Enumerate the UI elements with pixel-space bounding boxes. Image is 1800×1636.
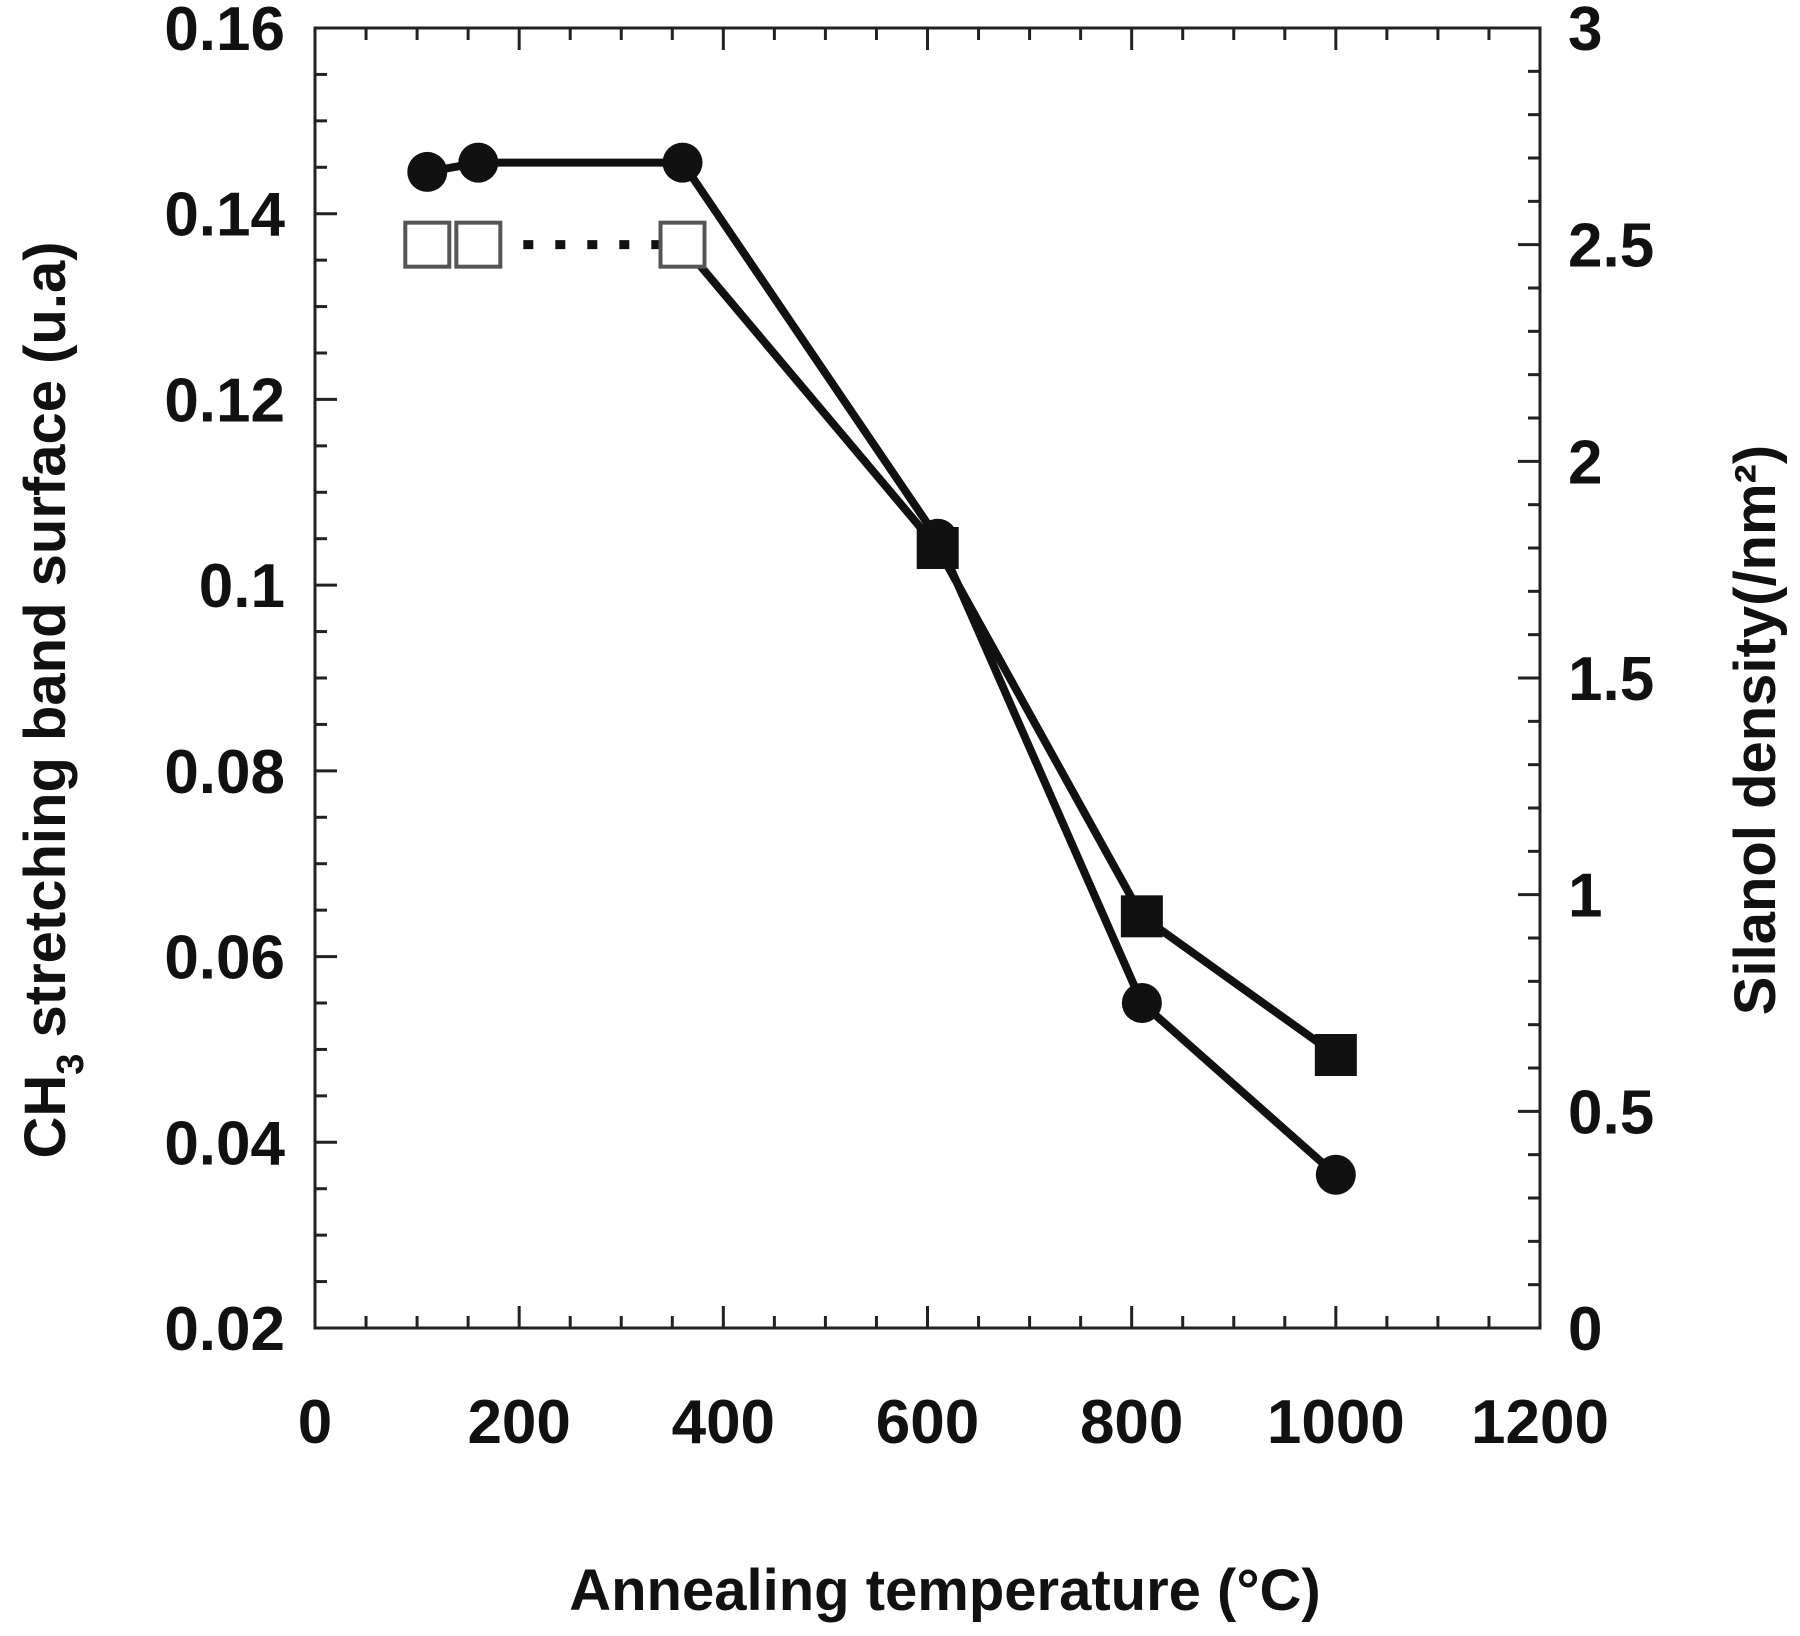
ticks-group — [313, 26, 1542, 1330]
y-axis-title-subscript: 3 — [50, 1054, 92, 1075]
series-1-point — [1121, 983, 1162, 1023]
x-tick-label: 0 — [298, 1388, 332, 1457]
y-axis-title-suffix: stretching band surface (u.a) — [13, 241, 78, 1053]
x-tick-label: 200 — [467, 1388, 570, 1457]
y-axis-title: CH3 stretching band surface (u.a) — [13, 241, 92, 1158]
series-3-point — [1314, 1034, 1357, 1076]
series-1-line — [426, 158, 1339, 1178]
series-2-point — [454, 220, 503, 269]
x-tick-label: 400 — [672, 1388, 775, 1457]
y-tick-label: 0.12 — [164, 366, 285, 435]
y-tick-label: 0.04 — [164, 1109, 285, 1178]
series-1-point — [407, 151, 448, 192]
x-tick-label: 600 — [876, 1388, 979, 1457]
y2-tick-label: 0.5 — [1568, 1078, 1654, 1147]
y-tick-label: 0.14 — [164, 181, 285, 250]
y2-tick-label: 3 — [1568, 0, 1602, 64]
x-tick-label: 1000 — [1267, 1388, 1405, 1457]
y2-tick-label: 1.5 — [1568, 645, 1654, 714]
y-tick-label: 0.08 — [164, 738, 285, 807]
series-2-point — [403, 220, 452, 269]
series-group — [403, 142, 1357, 1195]
y2-tick-label: 1 — [1568, 862, 1602, 931]
x-tick-label: 1200 — [1471, 1388, 1609, 1457]
y2-axis-title: Silanol density(/nm²) — [1723, 445, 1788, 1015]
x-axis-title: Annealing temperature (°C) — [569, 1558, 1321, 1623]
y-tick-label: 0.06 — [164, 924, 285, 993]
y2-tick-label: 0 — [1568, 1295, 1602, 1364]
y2-tick-label: 2 — [1568, 428, 1602, 497]
y2-tick-label: 2.5 — [1568, 212, 1654, 281]
series-3-point — [1120, 895, 1163, 938]
y-axis-title-prefix: CH — [13, 1075, 78, 1159]
tick-labels-group: 0 200 400 600 800 1000 1200 0.02 0.04 0.06 0.08 0.1… — [164, 0, 1654, 1457]
y-tick-label: 0.02 — [164, 1295, 285, 1364]
series-3-point — [916, 527, 959, 569]
series-1-point — [662, 142, 703, 183]
x-tick-label: 800 — [1080, 1388, 1183, 1457]
series-1-point — [458, 142, 499, 183]
series-1-point — [1315, 1154, 1356, 1195]
series-2-point — [658, 220, 707, 269]
y-tick-label: 0.1 — [199, 552, 285, 621]
y-tick-label: 0.16 — [164, 0, 285, 64]
series-3-line — [679, 242, 1339, 1059]
